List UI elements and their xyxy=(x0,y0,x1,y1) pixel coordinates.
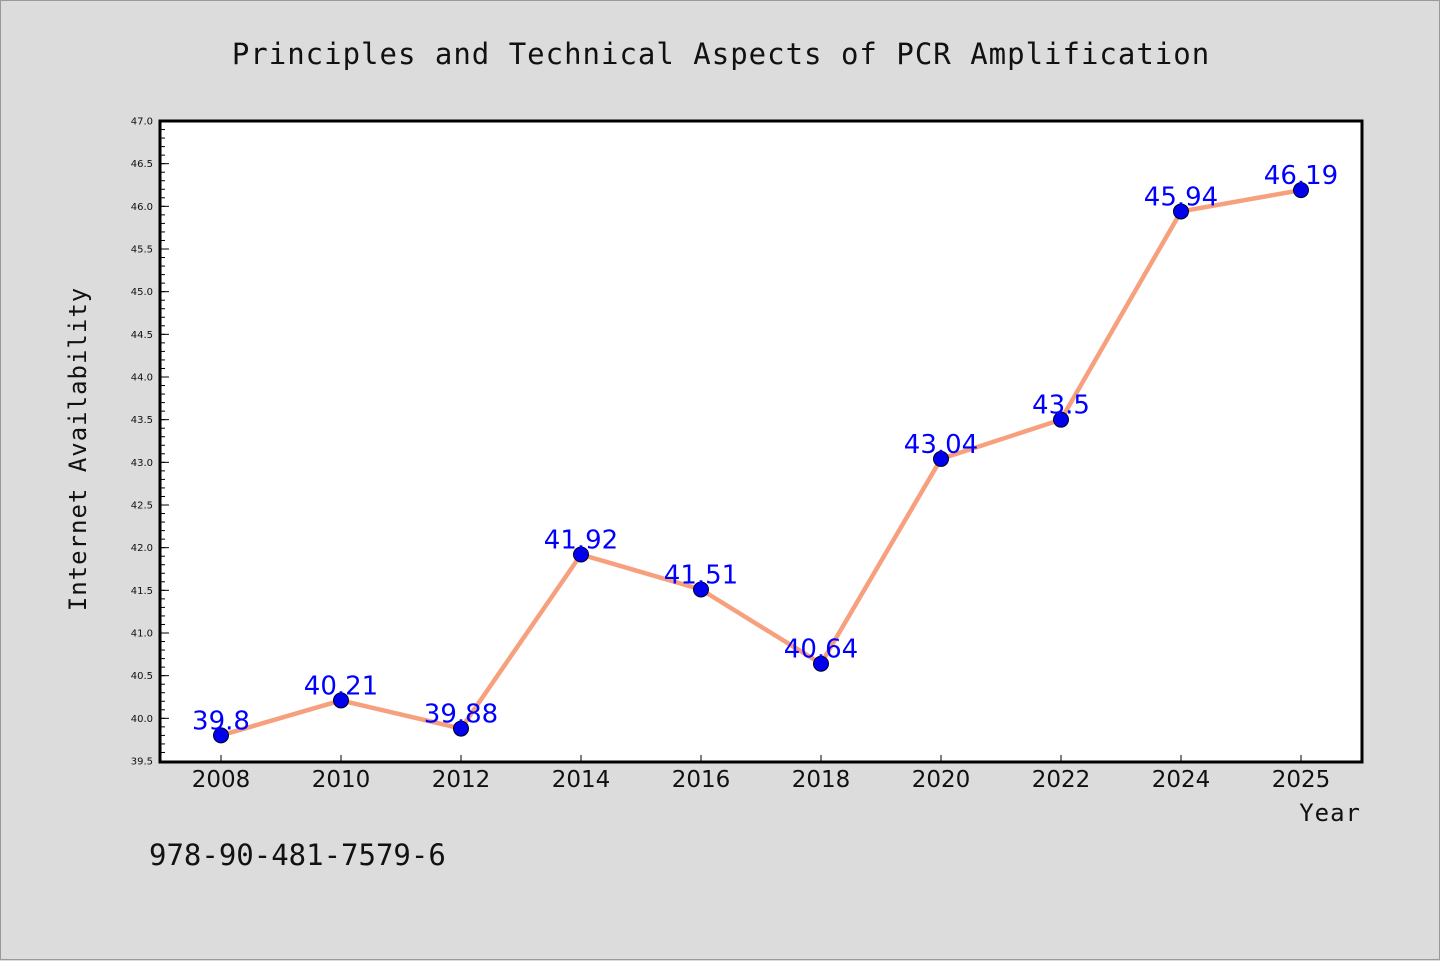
data-label: 40.21 xyxy=(304,671,378,701)
y-axis: 39.5 40.0 40.5 41.0 41.5 42.0 42.5 43.0 43.5 44.0… xyxy=(131,117,169,768)
data-label: 43.5 xyxy=(1032,391,1090,421)
y-tick-label: 46.5 xyxy=(131,159,153,170)
data-point xyxy=(693,581,709,598)
y-tick-label: 43.0 xyxy=(131,458,153,469)
y-axis-label: Internet Availability xyxy=(64,287,92,611)
data-label: 41.51 xyxy=(664,560,738,590)
data-label: 46.19 xyxy=(1264,161,1338,191)
data-point xyxy=(213,727,229,744)
y-tick-label: 39.5 xyxy=(131,757,153,768)
x-tick-label: 2010 xyxy=(312,767,371,793)
data-label: 41.92 xyxy=(544,525,618,555)
data-point xyxy=(573,546,589,563)
y-tick-label: 40.5 xyxy=(131,671,153,682)
y-tick-label: 44.0 xyxy=(131,373,153,384)
x-tick-label: 2012 xyxy=(432,767,491,793)
series-layer: 39.8 40.21 39.88 41.92 41.51 40.64 43.04 43.5 45… xyxy=(192,161,1338,744)
chart-title: Principles and Technical Aspects of PCR … xyxy=(232,37,1210,71)
x-tick-label: 2016 xyxy=(672,767,731,793)
data-label: 40.64 xyxy=(784,635,858,665)
y-tick-label: 46.0 xyxy=(131,202,153,213)
data-label: 39.8 xyxy=(192,706,250,736)
x-tick-label: 2018 xyxy=(792,767,851,793)
series-line xyxy=(218,187,1304,738)
x-tick-label: 2025 xyxy=(1272,767,1331,793)
x-axis: 2008 2010 2012 2014 2016 2018 2020 2022 2024 2025 xyxy=(192,755,1331,793)
x-tick-label: 2024 xyxy=(1152,767,1211,793)
data-point xyxy=(333,692,349,709)
x-axis-label: Year xyxy=(1299,799,1361,827)
plot-area xyxy=(158,119,1364,764)
data-label: 43.04 xyxy=(904,430,978,460)
data-point xyxy=(933,450,949,467)
data-point xyxy=(1293,182,1309,199)
y-tick-label: 45.0 xyxy=(131,287,153,298)
y-tick-label: 47.0 xyxy=(131,117,153,128)
x-tick-label: 2022 xyxy=(1032,767,1091,793)
x-tick-label: 2020 xyxy=(912,767,971,793)
x-tick-label: 2008 xyxy=(192,767,251,793)
y-tick-label: 43.5 xyxy=(131,415,153,426)
y-tick-label: 45.5 xyxy=(131,245,153,256)
data-point xyxy=(1173,203,1189,220)
y-tick-label: 44.5 xyxy=(131,330,153,341)
y-tick-label: 42.0 xyxy=(131,543,153,554)
y-tick-label: 42.5 xyxy=(131,501,153,512)
y-tick-label: 41.5 xyxy=(131,586,153,597)
data-point xyxy=(1053,411,1069,428)
isbn-text: 978-90-481-7579-6 xyxy=(149,838,446,872)
y-tick-label: 41.0 xyxy=(131,629,153,640)
y-tick-label: 40.0 xyxy=(131,714,153,725)
data-point xyxy=(813,655,829,672)
data-point xyxy=(453,720,469,737)
data-label: 45.94 xyxy=(1144,182,1218,212)
data-label: 39.88 xyxy=(424,700,498,730)
x-tick-label: 2014 xyxy=(552,767,611,793)
